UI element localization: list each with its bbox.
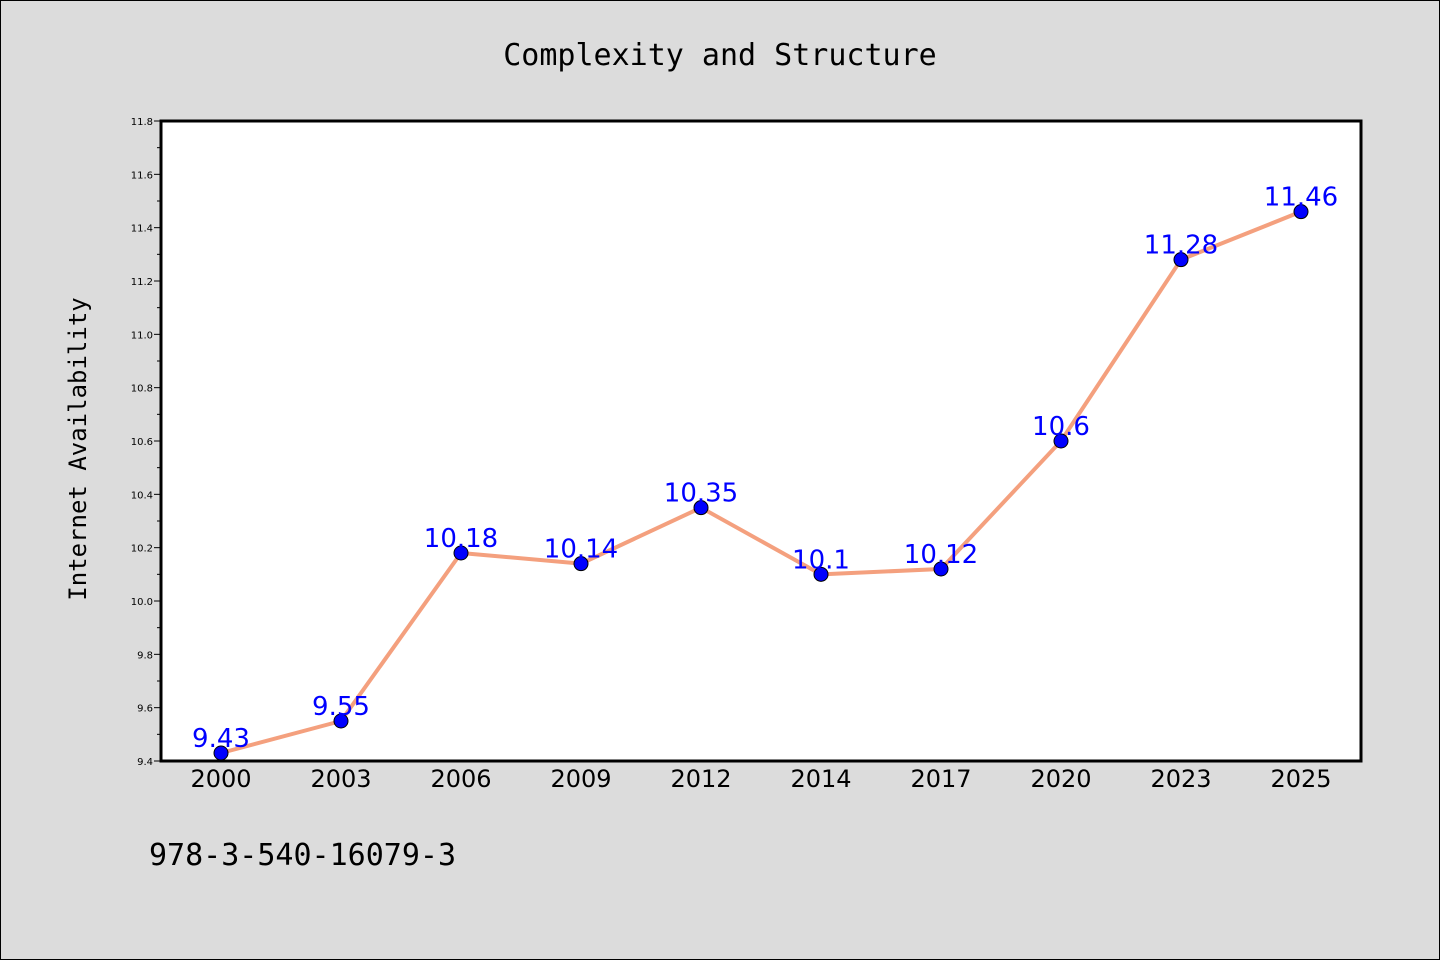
x-tick-label: 2000 <box>190 765 251 793</box>
data-point <box>453 545 469 561</box>
isbn-note: 978-3-540-16079-3 <box>149 838 456 873</box>
x-tick-label: 2017 <box>910 765 971 793</box>
y-tick-label: 11.6 <box>131 170 153 181</box>
data-label: 10.1 <box>792 545 850 575</box>
y-tick-label: 10.2 <box>131 544 153 555</box>
y-axis-label: Internet Availability <box>64 297 92 600</box>
data-point <box>213 745 229 761</box>
y-tick-label: 9.6 <box>137 704 153 715</box>
data-label: 10.6 <box>1032 412 1090 442</box>
y-tick-label: 10.4 <box>131 490 153 501</box>
data-point <box>1053 433 1069 449</box>
y-tick-label: 10.8 <box>131 384 153 395</box>
x-axis: 2000 2003 2006 2009 2012 2014 2017 2020 2023 2025 <box>190 765 1331 793</box>
y-tick-label: 11.4 <box>131 224 153 235</box>
x-tick-label: 2009 <box>550 765 611 793</box>
plot-area <box>159 119 1363 763</box>
data-label: 10.18 <box>424 524 498 554</box>
series-line <box>219 209 1303 755</box>
data-label-layer: 9.43 9.55 10.18 10.14 10.35 10.1 10.12 10.6 11.2… <box>192 183 1338 754</box>
data-label: 11.28 <box>1144 231 1218 261</box>
data-point <box>573 556 589 572</box>
y-axis: 9.4 9.6 9.8 10.0 10.2 10.4 10.6 10.8 11.0 11.2 11.… <box>131 117 161 768</box>
y-tick-label: 11.8 <box>131 117 153 128</box>
data-point <box>693 500 709 516</box>
data-point <box>933 561 949 577</box>
chart-title: Complexity and Structure <box>503 38 936 73</box>
data-point <box>1173 252 1189 268</box>
data-label: 9.55 <box>312 692 370 722</box>
data-label: 10.14 <box>544 535 618 565</box>
y-tick-label: 10.6 <box>131 437 153 448</box>
data-label: 11.46 <box>1264 183 1338 213</box>
y-tick-label: 11.0 <box>131 330 153 341</box>
data-point <box>813 566 829 582</box>
data-point <box>333 713 349 729</box>
data-label: 9.43 <box>192 724 250 754</box>
data-label: 10.12 <box>904 540 978 570</box>
y-tick-label: 10.0 <box>131 597 153 608</box>
data-label: 10.35 <box>664 479 738 509</box>
y-tick-label: 9.4 <box>137 757 153 768</box>
y-tick-label: 11.2 <box>131 277 153 288</box>
series-layer <box>213 204 1309 761</box>
x-tick-label: 2012 <box>670 765 731 793</box>
x-tick-label: 2006 <box>430 765 491 793</box>
x-tick-label: 2014 <box>790 765 851 793</box>
x-tick-label: 2003 <box>310 765 371 793</box>
x-tick-label: 2025 <box>1270 765 1331 793</box>
data-point <box>1293 204 1309 220</box>
x-tick-label: 2020 <box>1030 765 1091 793</box>
x-tick-label: 2023 <box>1150 765 1211 793</box>
y-tick-label: 9.8 <box>137 650 153 661</box>
